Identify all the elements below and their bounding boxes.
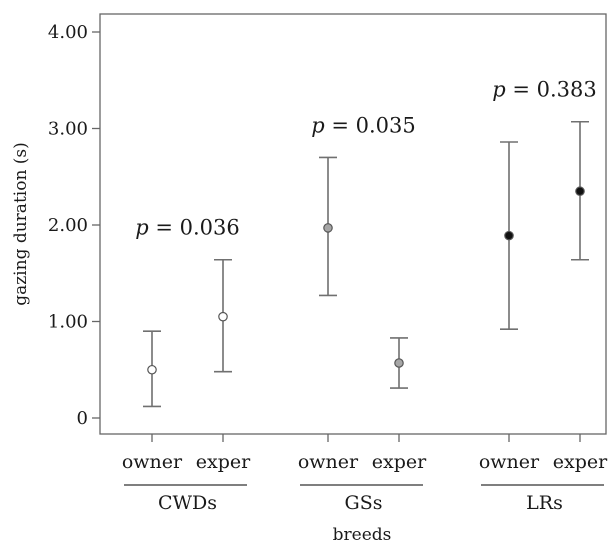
y-tick-label: 3.00 xyxy=(48,119,88,140)
p-value-label-CWDs: p = 0.036 xyxy=(135,216,240,240)
category-label-CWDs-exper: exper xyxy=(196,451,251,473)
y-axis: 0 1.00 2.00 3.00 4.00 xyxy=(48,22,100,429)
point-LRs-owner xyxy=(504,230,514,241)
point-LRs-exper xyxy=(575,186,585,197)
p-value-labels: p = 0.036 p = 0.035 p = 0.383 xyxy=(135,78,597,240)
category-label-GSs-exper: exper xyxy=(372,451,427,473)
x-axis: owner exper CWDs owner exper GSs owner exper LRs xyxy=(122,434,608,514)
point-GSs-exper xyxy=(394,358,404,368)
y-tick-label: 2.00 xyxy=(48,215,88,236)
group-label-CWDs: CWDs xyxy=(158,492,217,514)
category-label-CWDs-owner: owner xyxy=(122,451,183,473)
category-label-LRs-exper: exper xyxy=(553,451,608,473)
group-label-GSs: GSs xyxy=(345,492,383,514)
x-axis-title: breeds xyxy=(333,525,392,545)
y-tick-label: 4.00 xyxy=(48,22,88,43)
data-points xyxy=(147,186,585,375)
p-value-label-LRs: p = 0.383 xyxy=(492,78,597,102)
category-label-GSs-owner: owner xyxy=(298,451,359,473)
y-tick-label: 0 xyxy=(77,408,88,429)
plot-frame xyxy=(99,13,607,435)
error-bars xyxy=(143,120,589,408)
category-label-LRs-owner: owner xyxy=(479,451,540,473)
y-tick-label: 1.00 xyxy=(48,312,88,333)
y-axis-title: gazing duration (s) xyxy=(11,142,31,306)
point-GSs-owner xyxy=(323,223,333,233)
group-label-LRs: LRs xyxy=(526,492,563,514)
p-value-label-GSs: p = 0.035 xyxy=(311,113,416,137)
point-CWDs-owner xyxy=(147,364,157,375)
point-CWDs-exper xyxy=(218,311,228,322)
